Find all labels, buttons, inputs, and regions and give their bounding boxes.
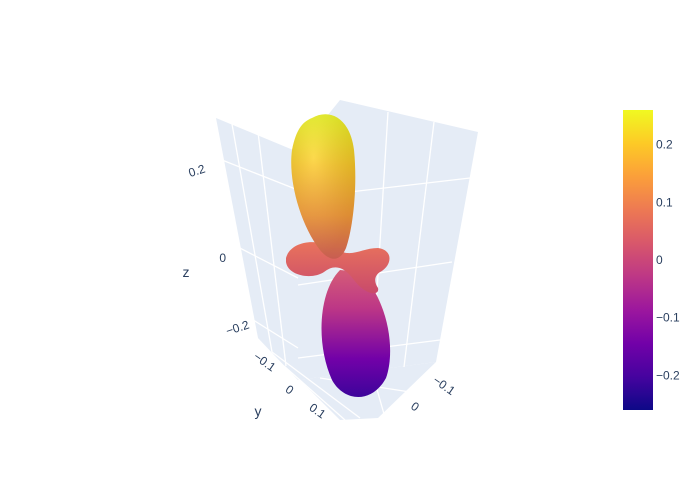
colorbar-tick-label: −0.1 [656,311,680,325]
colorbar-bar [623,110,653,410]
upper-lobe-shade [291,114,356,259]
z-tick-label: 0 [219,251,226,265]
y-axis-title: y [255,403,262,419]
z-tick-label: −0.2 [224,317,251,338]
colorbar-tick-label: 0.1 [656,195,673,209]
scene[interactable] [216,100,478,421]
ring-torus[interactable] [286,242,390,294]
x-tick-label: 0 [408,399,422,414]
y-tick-label: 0 [283,382,297,397]
x-tick-label: −0.1 [430,373,458,398]
left-wall [216,118,298,380]
colorbar-tick-label: 0 [656,253,663,267]
colorbar-tick-label: −0.2 [656,368,680,382]
colorbar-tick-label: 0.2 [656,138,673,152]
z-axis-title: z [183,264,190,280]
left-wall-grid [221,123,299,367]
z-tick-label: 0.2 [187,161,208,180]
lower-lobe[interactable] [321,270,391,397]
colorbar-ticks: 0.2 0.1 0 −0.1 −0.2 [656,138,680,383]
colorbar[interactable]: 0.2 0.1 0 −0.1 −0.2 [623,110,680,410]
